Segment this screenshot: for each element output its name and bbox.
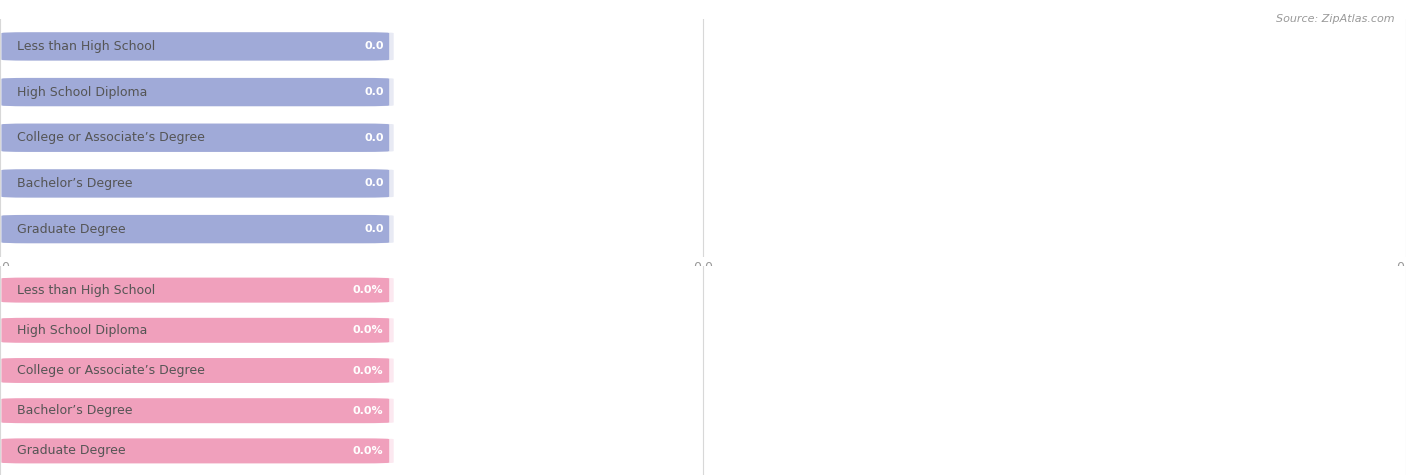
Text: 0.0%: 0.0% <box>353 406 384 416</box>
FancyBboxPatch shape <box>3 438 394 463</box>
Text: Less than High School: Less than High School <box>17 40 155 53</box>
Text: Graduate Degree: Graduate Degree <box>17 223 125 236</box>
Text: 0.0: 0.0 <box>364 179 384 189</box>
FancyBboxPatch shape <box>3 215 394 243</box>
FancyBboxPatch shape <box>1 124 389 152</box>
Text: 0.0%: 0.0% <box>353 285 384 295</box>
Text: 0.0: 0.0 <box>364 87 384 97</box>
FancyBboxPatch shape <box>1 278 389 303</box>
FancyBboxPatch shape <box>1 318 389 343</box>
Text: Less than High School: Less than High School <box>17 284 155 296</box>
Text: High School Diploma: High School Diploma <box>17 324 148 337</box>
Text: High School Diploma: High School Diploma <box>17 86 148 99</box>
Text: 0.0%: 0.0% <box>353 325 384 335</box>
Text: College or Associate’s Degree: College or Associate’s Degree <box>17 131 205 144</box>
FancyBboxPatch shape <box>1 398 389 423</box>
FancyBboxPatch shape <box>3 318 394 343</box>
Text: Graduate Degree: Graduate Degree <box>17 445 125 457</box>
FancyBboxPatch shape <box>3 278 394 303</box>
FancyBboxPatch shape <box>3 398 394 423</box>
Text: Bachelor’s Degree: Bachelor’s Degree <box>17 177 132 190</box>
Text: Source: ZipAtlas.com: Source: ZipAtlas.com <box>1277 14 1395 24</box>
Text: 0.0: 0.0 <box>364 224 384 234</box>
Text: Bachelor’s Degree: Bachelor’s Degree <box>17 404 132 417</box>
Text: 0.0%: 0.0% <box>353 446 384 456</box>
FancyBboxPatch shape <box>1 358 389 383</box>
Text: 0.0: 0.0 <box>364 41 384 51</box>
FancyBboxPatch shape <box>3 169 394 198</box>
FancyBboxPatch shape <box>1 215 389 243</box>
FancyBboxPatch shape <box>3 78 394 106</box>
Text: 0.0%: 0.0% <box>353 365 384 376</box>
Text: 0.0: 0.0 <box>364 133 384 143</box>
FancyBboxPatch shape <box>3 358 394 383</box>
FancyBboxPatch shape <box>1 438 389 463</box>
FancyBboxPatch shape <box>1 78 389 106</box>
FancyBboxPatch shape <box>3 32 394 60</box>
FancyBboxPatch shape <box>1 169 389 198</box>
Text: College or Associate’s Degree: College or Associate’s Degree <box>17 364 205 377</box>
FancyBboxPatch shape <box>1 32 389 60</box>
FancyBboxPatch shape <box>3 124 394 152</box>
